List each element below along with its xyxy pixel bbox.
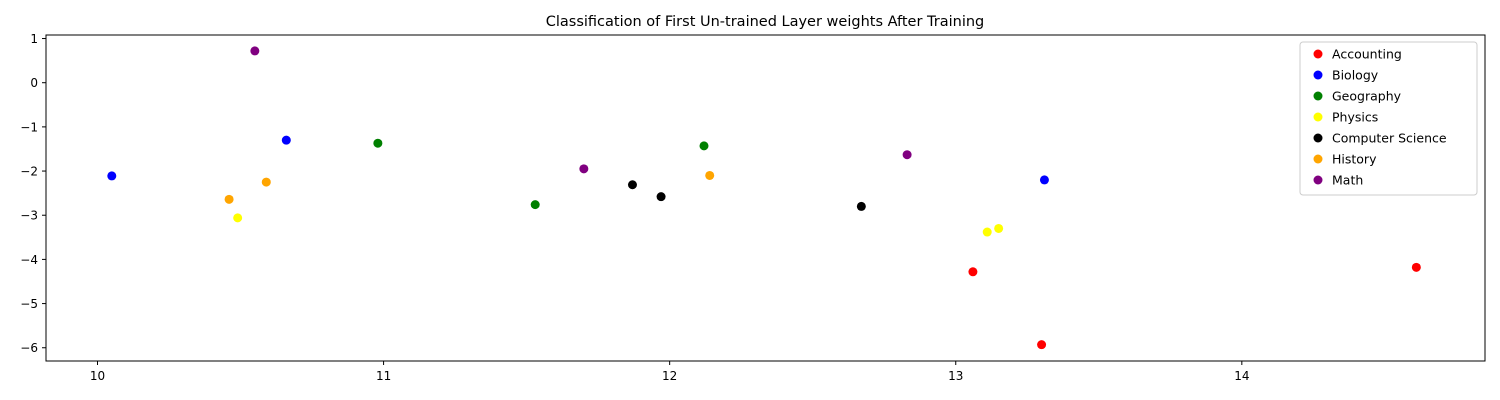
legend-marker-computer-science: [1313, 133, 1323, 143]
data-point-history: [705, 170, 715, 180]
legend-label-accounting: Accounting: [1332, 47, 1402, 62]
chart-title: Classification of First Un-trained Layer…: [546, 14, 985, 30]
data-point-biology: [107, 171, 117, 181]
data-point-geography: [699, 141, 709, 151]
y-tick-label: 0: [30, 76, 38, 90]
x-axis: 10 11 12 13 14: [90, 361, 1249, 383]
legend-label-physics: Physics: [1332, 110, 1378, 125]
legend-label-biology: Biology: [1332, 68, 1379, 83]
legend-label-math: Math: [1332, 173, 1363, 188]
axes-frame: [45, 34, 1486, 362]
y-tick-label: −2: [20, 165, 38, 179]
data-point-math: [250, 46, 260, 56]
legend-marker-geography: [1313, 91, 1323, 101]
y-tick-label: 1: [30, 32, 38, 46]
legend-label-computer-science: Computer Science: [1332, 131, 1447, 146]
y-tick-label: −1: [20, 120, 38, 134]
legend-box: [1299, 41, 1478, 196]
data-point-math: [902, 150, 912, 160]
data-point-computer-science: [856, 201, 866, 211]
data-point-accounting: [1037, 340, 1047, 350]
data-point-physics: [233, 213, 243, 223]
data-point-biology: [281, 135, 291, 145]
data-point-history: [224, 194, 234, 204]
legend-marker-accounting: [1313, 49, 1323, 59]
y-tick-label: −5: [20, 297, 38, 311]
y-tick-label: −6: [20, 341, 38, 355]
data-point-physics: [982, 227, 992, 237]
data-point-computer-science: [656, 192, 666, 202]
y-axis: 1 0 −1 −2 −3 −4 −5 −6: [20, 32, 46, 355]
data-point-geography: [373, 138, 383, 148]
legend: Accounting Biology Geography Physics Compute…: [1299, 41, 1478, 196]
x-tick-label: 11: [376, 369, 391, 383]
legend-label-geography: Geography: [1332, 89, 1402, 104]
legend-marker-history: [1313, 154, 1323, 164]
legend-label-history: History: [1332, 152, 1377, 167]
x-tick-label: 13: [948, 369, 963, 383]
data-point-physics: [994, 223, 1004, 233]
data-point-accounting: [1411, 262, 1421, 272]
x-tick-label: 12: [662, 369, 677, 383]
data-point-biology: [1039, 175, 1049, 185]
y-tick-label: −3: [20, 209, 38, 223]
legend-marker-biology: [1313, 70, 1323, 80]
data-point-accounting: [968, 267, 978, 277]
legend-marker-physics: [1313, 112, 1323, 122]
data-point-math: [579, 164, 589, 174]
data-point-history: [261, 177, 271, 187]
x-tick-label: 14: [1234, 369, 1249, 383]
data-point-geography: [530, 200, 540, 210]
x-tick-label: 10: [90, 369, 105, 383]
data-point-computer-science: [627, 180, 637, 190]
y-tick-label: −4: [20, 253, 38, 267]
plot-area: [107, 46, 1421, 350]
legend-marker-math: [1313, 175, 1323, 185]
